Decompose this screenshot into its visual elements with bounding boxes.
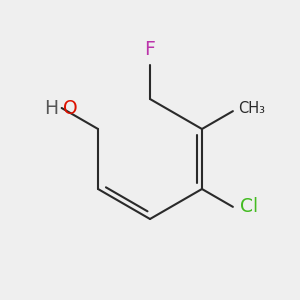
Text: F: F — [145, 40, 155, 59]
Text: Cl: Cl — [240, 197, 259, 216]
Text: O: O — [63, 98, 78, 118]
Text: H: H — [44, 98, 59, 118]
Text: CH₃: CH₃ — [238, 101, 265, 116]
